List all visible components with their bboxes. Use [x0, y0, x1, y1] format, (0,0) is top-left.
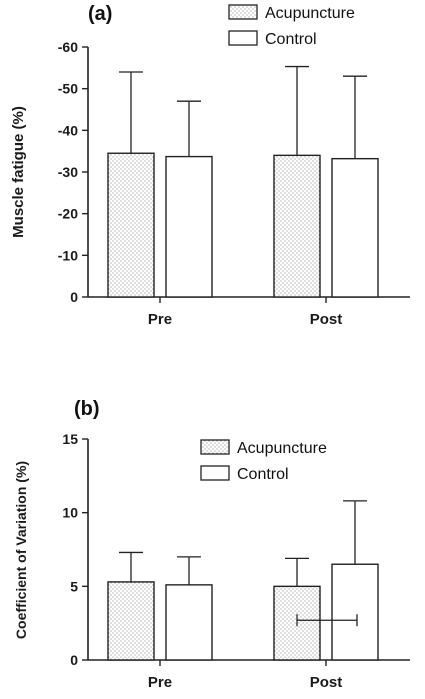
bar-acupuncture-pre	[107, 581, 155, 661]
panel-a-y-tick-label: -60	[58, 39, 78, 55]
legend-label-acupuncture: Acupuncture	[237, 440, 327, 457]
bar-acupuncture-pre	[107, 152, 155, 298]
panel-a-label: (a)	[88, 3, 112, 25]
panel-b-y-axis-title: Coefficient of Variation (%)	[13, 461, 29, 639]
bar-control-pre	[165, 155, 213, 298]
panel-b-y-tick-label: 10	[62, 505, 78, 521]
panel-a-y-tick-label: -30	[58, 164, 78, 180]
legend-swatch-control	[200, 465, 230, 481]
panel-a-y-tick-label: -10	[58, 247, 78, 263]
panel-b-x-tick-label: Post	[310, 674, 343, 691]
panel-b-y-tick-label: 15	[62, 431, 78, 447]
panel-a-y-tick-label: -20	[58, 206, 78, 222]
legend-label-acupuncture: Acupuncture	[265, 5, 355, 22]
panel-a-y-tick-label: 0	[70, 289, 78, 305]
legend-swatch-control	[228, 30, 258, 46]
bar-control-pre	[165, 584, 213, 661]
panel-a-y-axis-title: Muscle fatigue (%)	[10, 106, 27, 238]
panel-a-y-tick-label: -40	[58, 122, 78, 138]
legend-label-control: Control	[237, 466, 289, 483]
panel-a-x-tick-label: Post	[310, 311, 343, 328]
bar-acupuncture-post	[273, 154, 321, 298]
panel-b-y-tick-label: 5	[70, 578, 78, 594]
panel-b-y-tick-label: 0	[70, 652, 78, 668]
legend-swatch-acupuncture	[200, 439, 230, 455]
panel-a-y-tick-label: -50	[58, 81, 78, 97]
bar-control-post	[331, 563, 379, 661]
panel-b-x-tick-label: Pre	[148, 674, 172, 691]
panel-a-x-tick-label: Pre	[148, 311, 172, 328]
legend-label-control: Control	[265, 31, 317, 48]
panel-b: (b) Coefficient of Variation (%) 051015 …	[13, 398, 410, 691]
legend-swatch-acupuncture	[228, 4, 258, 20]
panel-b-label: (b)	[74, 398, 100, 420]
bar-control-post	[331, 157, 379, 298]
panel-a: (a) Muscle fatigue (%) 0 -10 -20 -30 -40 -50 -…	[10, 3, 410, 328]
